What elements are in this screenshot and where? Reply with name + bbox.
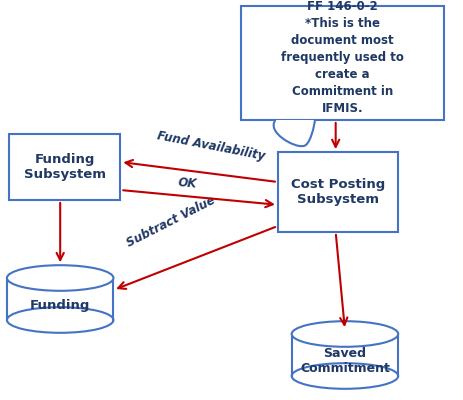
Ellipse shape xyxy=(7,265,113,291)
Text: Cost Posting
Subsystem: Cost Posting Subsystem xyxy=(291,178,385,206)
Text: OK: OK xyxy=(177,176,198,191)
Text: Funding
Subsystem: Funding Subsystem xyxy=(24,153,106,181)
Text: Saved
Commitment: Saved Commitment xyxy=(300,347,390,375)
Polygon shape xyxy=(292,334,398,376)
Ellipse shape xyxy=(7,307,113,333)
Text: FF 146-0-2
*This is the
document most
frequently used to
create a
Commitment in
: FF 146-0-2 *This is the document most fr… xyxy=(281,0,404,115)
Polygon shape xyxy=(7,278,113,320)
Ellipse shape xyxy=(292,321,398,347)
FancyBboxPatch shape xyxy=(9,134,120,200)
Text: Subtract Value: Subtract Value xyxy=(125,194,218,250)
Text: Fund Availability: Fund Availability xyxy=(156,130,266,163)
Ellipse shape xyxy=(292,321,398,347)
Ellipse shape xyxy=(292,363,398,389)
FancyBboxPatch shape xyxy=(241,6,444,120)
FancyBboxPatch shape xyxy=(278,152,398,232)
PathPatch shape xyxy=(274,120,315,146)
Ellipse shape xyxy=(7,265,113,291)
Text: Funding: Funding xyxy=(30,299,90,312)
